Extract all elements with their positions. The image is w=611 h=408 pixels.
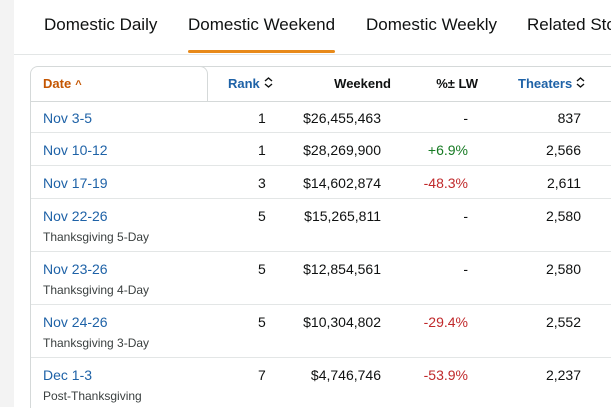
table-row: Nov 22-26 Thanksgiving 5-Day 5 $15,265,8… bbox=[31, 199, 611, 252]
rank-header-label: Rank bbox=[228, 76, 260, 91]
change-cell: -29.4% bbox=[423, 314, 468, 330]
date-header-label: Date bbox=[43, 76, 72, 91]
date-link[interactable]: Nov 3-5 bbox=[43, 110, 93, 126]
theaters-cell: 2,611 bbox=[547, 175, 581, 191]
date-header-cell bbox=[31, 67, 208, 102]
rank-cell: 5 bbox=[258, 208, 266, 224]
gross-cell: $10,304,802 bbox=[303, 314, 381, 330]
gross-cell: $4,746,746 bbox=[310, 367, 381, 383]
tab-domestic-weekly[interactable]: Domestic Weekly bbox=[366, 15, 497, 34]
date-link[interactable]: Dec 1-3 bbox=[43, 367, 93, 383]
weekend-table: Date ^ Rank Weekend %± LW Theaters Nov 3-… bbox=[30, 66, 611, 408]
date-link[interactable]: Nov 17-19 bbox=[43, 175, 108, 191]
change-cell: - bbox=[463, 261, 468, 277]
table-row: Nov 24-26 Thanksgiving 3-Day 5 $10,304,8… bbox=[31, 305, 611, 358]
table-row: Nov 17-19 3 $14,602,874 -48.3% 2,611 bbox=[31, 166, 611, 199]
rank-cell: 5 bbox=[258, 261, 266, 277]
change-cell: - bbox=[463, 110, 468, 126]
table-row: Dec 1-3 Post-Thanksgiving 7 $4,746,746 -… bbox=[31, 358, 611, 408]
left-margin bbox=[0, 0, 14, 407]
table-row: Nov 3-5 1 $26,455,463 - 837 bbox=[31, 101, 611, 133]
change-cell: -53.9% bbox=[423, 367, 468, 383]
table-row: Nov 23-26 Thanksgiving 4-Day 5 $12,854,5… bbox=[31, 252, 611, 305]
theaters-cell: 2,580 bbox=[545, 208, 581, 224]
rank-cell: 1 bbox=[258, 142, 266, 158]
weekend-column-header: Weekend bbox=[334, 76, 391, 91]
theaters-cell: 2,580 bbox=[545, 261, 581, 277]
change-cell: +6.9% bbox=[427, 142, 468, 158]
date-note: Thanksgiving 3-Day bbox=[43, 336, 150, 350]
theaters-header-label: Theaters bbox=[518, 76, 573, 91]
date-link[interactable]: Nov 22-26 bbox=[43, 208, 108, 224]
gross-cell: $28,269,900 bbox=[303, 142, 381, 158]
change-column-header: %± LW bbox=[436, 76, 478, 91]
gross-cell: $15,265,811 bbox=[304, 208, 381, 224]
gross-cell: $26,455,463 bbox=[303, 110, 381, 126]
gross-cell: $14,602,874 bbox=[303, 175, 381, 191]
theaters-cell: 2,566 bbox=[545, 142, 581, 158]
date-column-header[interactable]: Date ^ bbox=[43, 67, 82, 101]
theaters-column-header[interactable]: Theaters bbox=[518, 67, 585, 101]
date-note: Thanksgiving 5-Day bbox=[43, 230, 150, 244]
sort-toggle-icon bbox=[264, 68, 273, 102]
date-note: Post-Thanksgiving bbox=[43, 389, 142, 403]
date-note: Thanksgiving 4-Day bbox=[43, 283, 150, 297]
date-link[interactable]: Nov 23-26 bbox=[43, 261, 108, 277]
theaters-cell: 2,237 bbox=[545, 367, 581, 383]
gross-cell: $12,854,561 bbox=[303, 261, 381, 277]
tab-bar: Domestic Daily Domestic Weekend Domestic… bbox=[14, 0, 611, 55]
table-header: Date ^ Rank Weekend %± LW Theaters bbox=[31, 67, 611, 102]
theaters-cell: 837 bbox=[557, 110, 581, 126]
rank-column-header[interactable]: Rank bbox=[228, 67, 273, 101]
theaters-cell: 2,552 bbox=[545, 314, 581, 330]
caret-up-icon: ^ bbox=[75, 79, 82, 91]
change-cell: - bbox=[463, 208, 468, 224]
tab-related-stories[interactable]: Related Sto bbox=[527, 15, 611, 34]
rank-cell: 5 bbox=[258, 314, 266, 330]
rank-cell: 1 bbox=[258, 110, 266, 126]
rank-cell: 7 bbox=[258, 367, 266, 383]
tab-domestic-daily[interactable]: Domestic Daily bbox=[44, 15, 158, 34]
date-link[interactable]: Nov 24-26 bbox=[43, 314, 108, 330]
date-link[interactable]: Nov 10-12 bbox=[43, 142, 108, 158]
table-row: Nov 10-12 1 $28,269,900 +6.9% 2,566 bbox=[31, 133, 611, 166]
rank-cell: 3 bbox=[258, 175, 266, 191]
change-cell: -48.3% bbox=[423, 175, 468, 191]
tab-domestic-weekend[interactable]: Domestic Weekend bbox=[188, 0, 336, 54]
sort-toggle-icon bbox=[576, 68, 585, 102]
